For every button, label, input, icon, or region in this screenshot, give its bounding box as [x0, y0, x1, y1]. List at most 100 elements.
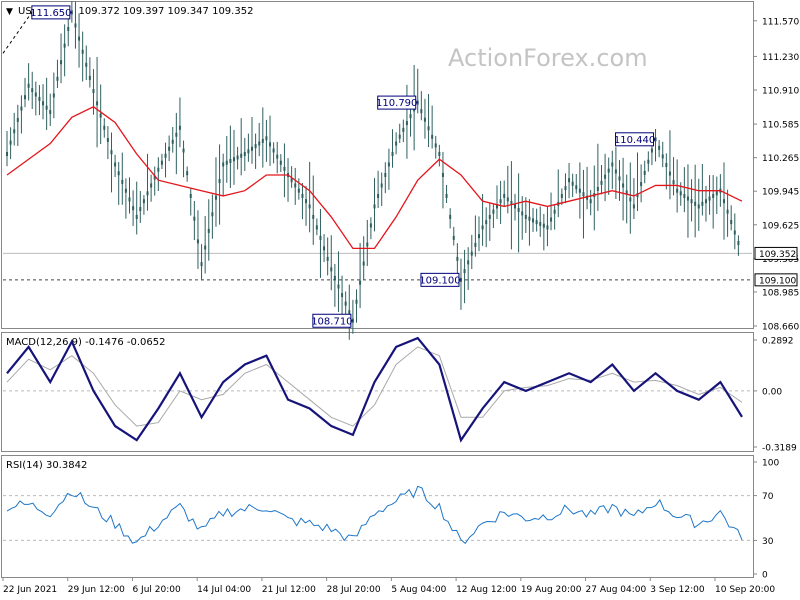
candle-body [142, 199, 145, 204]
candle-body [24, 95, 27, 100]
candle-body [730, 220, 733, 225]
candle-body [697, 204, 700, 209]
annotation-box [312, 313, 352, 328]
candle-body [146, 191, 149, 196]
candle-body [124, 188, 127, 193]
candle-body [676, 188, 679, 193]
candle-body [355, 299, 358, 304]
candle-body [78, 36, 81, 41]
candle-body [330, 267, 333, 272]
candle-body [74, 23, 77, 28]
candle-body [117, 171, 120, 176]
candle-body [629, 197, 632, 202]
candle-body [578, 188, 581, 193]
candle-body [294, 183, 297, 188]
candle-body [348, 310, 351, 315]
candle-body [81, 49, 84, 54]
x-tick-label: 10 Sep 20:00 [715, 585, 775, 595]
peak-annotation: 111.650 [30, 5, 72, 20]
candle-body [380, 183, 383, 188]
candle-body [618, 176, 621, 181]
candle-body [474, 242, 477, 247]
candle-body [686, 196, 689, 201]
rsi-panel-frame [1, 455, 754, 578]
price-tick-label: 108.660 [762, 323, 799, 333]
candle-body [312, 214, 315, 219]
candle-body [301, 193, 304, 198]
candle-body [27, 83, 30, 88]
candle-body [99, 113, 102, 118]
candle-body [214, 195, 217, 200]
rsi-grid [3, 495, 752, 541]
support-price-value: 109.100 [759, 276, 796, 286]
candle-body [186, 171, 189, 176]
candle-body [690, 199, 693, 204]
price-grid [3, 252, 752, 281]
candle-body [405, 121, 408, 126]
rsi-tick-label: 70 [762, 492, 774, 502]
x-tick-label: 19 Aug 20:00 [521, 585, 582, 595]
candle-body [20, 106, 23, 111]
candle-body [643, 170, 646, 175]
annotation-value: 111.650 [30, 8, 71, 19]
peak-annotation: 108.710 [311, 313, 353, 328]
candle-body [636, 193, 639, 198]
candle-body [503, 193, 506, 198]
candle-body [672, 180, 675, 185]
candle-body [506, 197, 509, 202]
candle-body [726, 209, 729, 214]
candle-body [441, 172, 444, 177]
candle-body [121, 179, 124, 184]
candle-body [153, 175, 156, 180]
candle-body [182, 148, 185, 153]
candle-body [647, 159, 650, 164]
candle-body [225, 160, 228, 165]
candle-body [160, 160, 163, 165]
candle-body [178, 125, 181, 130]
macd-tick-label: 0.00 [762, 387, 782, 397]
candle-body [150, 183, 153, 188]
candle-body [499, 199, 502, 204]
candle-body [733, 230, 736, 235]
candle-body [323, 246, 326, 251]
candle-body [157, 167, 160, 172]
price-tick-label: 108.985 [762, 288, 799, 298]
candle-body [362, 261, 365, 266]
x-tick-label: 14 Jul 04:00 [197, 585, 251, 595]
candle-body [434, 143, 437, 148]
candle-body [236, 155, 239, 160]
candle-body [200, 262, 203, 267]
candle-body [481, 225, 484, 230]
candle-body [34, 92, 37, 97]
candle-body [175, 132, 178, 137]
x-tick-label: 28 Jul 20:00 [327, 585, 381, 595]
ohlc-text: 109.372 109.397 109.347 109.352 [78, 6, 253, 17]
menu-arrow-icon[interactable]: ▼ [6, 7, 13, 17]
candle-body [661, 154, 664, 159]
candle-body [683, 193, 686, 198]
current-price-box [754, 246, 798, 260]
candle-body [265, 136, 268, 141]
candle-body [704, 199, 707, 204]
candle-body [171, 139, 174, 144]
moving-average [6, 106, 743, 250]
candle-body [470, 251, 473, 256]
candle-body [438, 151, 441, 156]
candle-body [398, 134, 401, 139]
sma-line [6, 106, 743, 250]
candle-body [297, 188, 300, 193]
candle-body [550, 217, 553, 222]
candle-body [240, 153, 243, 158]
candle-body [103, 125, 106, 130]
candle-body [333, 275, 336, 280]
candle-body [308, 204, 311, 209]
rsi-line [6, 485, 743, 545]
candle-body [571, 181, 574, 186]
candle-body [528, 216, 531, 221]
candle-body [13, 129, 16, 134]
price-tick-label: 109.625 [762, 221, 799, 231]
candle-body [535, 220, 538, 225]
candle-body [85, 62, 88, 67]
macd-axis: 0.2892 0.00 -0.3189 [753, 337, 797, 454]
